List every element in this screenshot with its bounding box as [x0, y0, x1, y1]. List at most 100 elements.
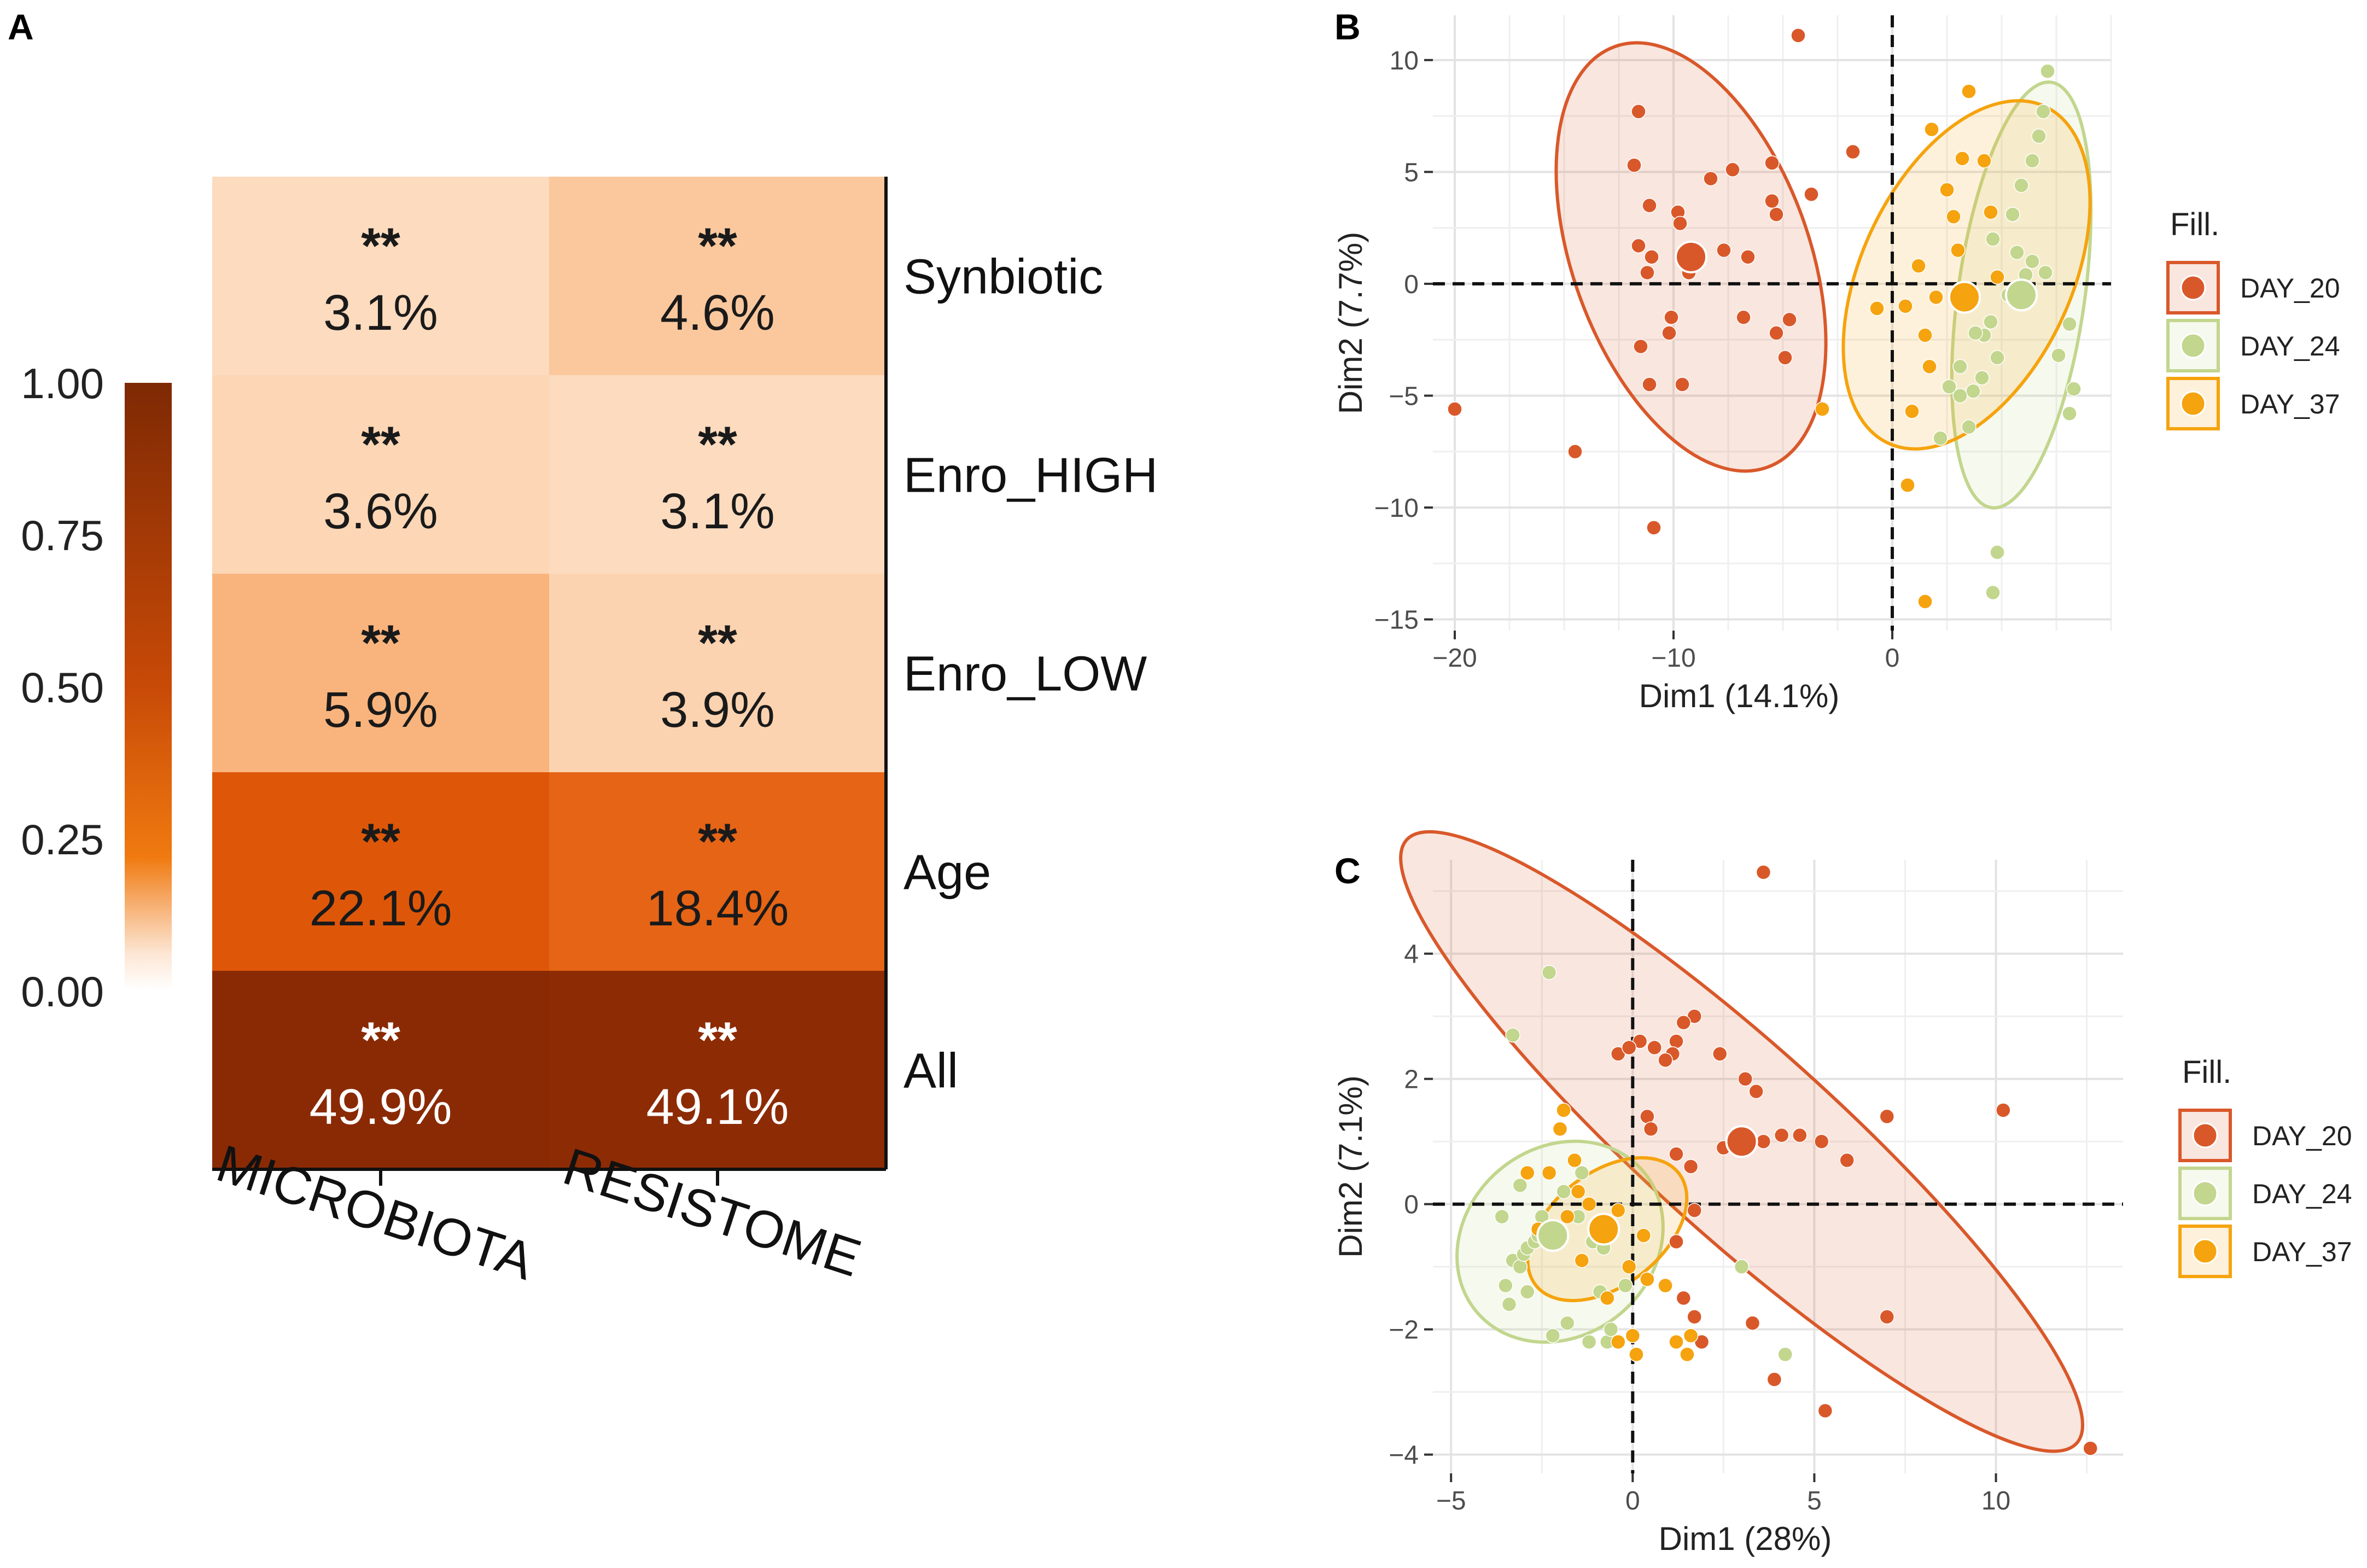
data-point — [1501, 1297, 1517, 1312]
data-point — [1610, 1203, 1626, 1218]
data-point — [1519, 1165, 1535, 1181]
legend-label: DAY_24 — [2252, 1179, 2352, 1209]
pca-plot-c: −5 0 5 10 4 2 0 −2 −4 Dim1 (28%) Dim2 (7.1%) — [1332, 830, 2123, 1557]
data-point — [1952, 359, 1968, 375]
data-point — [1646, 520, 1661, 535]
heatmap-cell — [549, 772, 886, 971]
legend-key-dot — [2192, 1180, 2218, 1206]
y-tick-label: −10 — [1374, 494, 1419, 523]
data-point — [1879, 1309, 1895, 1325]
heatmap-cell — [549, 971, 886, 1169]
heatmap-cell — [212, 574, 549, 772]
significance-label: ** — [698, 1012, 737, 1068]
data-point — [1621, 1259, 1637, 1274]
data-point — [1985, 585, 2001, 601]
data-point — [1631, 104, 1646, 119]
row-label: Enro_HIGH — [903, 448, 1158, 503]
cell-value-label: 18.4% — [646, 881, 789, 936]
data-point — [1933, 430, 1948, 446]
row-label: Age — [903, 846, 991, 900]
data-point — [1574, 1252, 1590, 1268]
centroid-point — [1948, 281, 1981, 314]
data-point — [1869, 301, 1885, 316]
data-point — [1792, 1128, 1808, 1143]
heatmap-cell — [212, 375, 549, 574]
data-point — [1774, 1128, 1789, 1143]
series-day-37 — [1815, 84, 2005, 609]
data-point — [1977, 153, 1992, 168]
y-tick-label: 0 — [1404, 1191, 1419, 1220]
data-point — [2062, 406, 2077, 421]
y-tick-label: −2 — [1389, 1316, 1419, 1345]
legend-key — [2166, 377, 2220, 430]
data-point — [1996, 1103, 2011, 1118]
gridlines — [1433, 15, 2112, 631]
data-point — [1764, 193, 1780, 209]
data-point — [1766, 1372, 1782, 1388]
data-point — [1736, 310, 1751, 325]
data-point — [1629, 1347, 1644, 1362]
data-point — [1581, 1334, 1597, 1350]
data-point — [1817, 1403, 1833, 1419]
legend-label: DAY_20 — [2252, 1121, 2352, 1151]
data-point — [1570, 1184, 1586, 1199]
centroid-point — [1675, 240, 1707, 273]
data-point — [1600, 1290, 1615, 1306]
data-point — [2025, 153, 2040, 168]
data-point — [1625, 1328, 1641, 1343]
legend-key — [2178, 1225, 2232, 1278]
data-point — [1791, 28, 1806, 43]
data-point — [1545, 1328, 1560, 1343]
heatmap-cell — [549, 177, 886, 375]
data-point — [1950, 242, 1966, 258]
cell-value-label: 49.9% — [310, 1079, 452, 1135]
data-point — [2031, 129, 2047, 144]
cell-value-label: 49.1% — [646, 1079, 789, 1135]
data-point — [2014, 178, 2029, 193]
colorbar-tick-label: 0.75 — [21, 511, 104, 559]
series-day-24 — [1933, 63, 2082, 601]
legend-key-dot — [2180, 390, 2206, 417]
y-tick-label: 2 — [1404, 1065, 1419, 1094]
data-point — [1748, 1083, 1764, 1099]
data-point — [1664, 310, 1679, 325]
data-point — [1658, 1278, 1673, 1293]
data-point — [1581, 1196, 1597, 1212]
data-point — [1990, 269, 2005, 285]
data-point — [1621, 1040, 1637, 1056]
data-point — [1640, 1272, 1655, 1287]
legend-label: DAY_37 — [2252, 1237, 2352, 1267]
data-point — [2083, 1441, 2098, 1456]
colorbar-tick-label: 0.25 — [21, 815, 104, 864]
data-point — [1636, 1228, 1651, 1243]
data-point — [1512, 1178, 1528, 1193]
data-point — [1687, 1203, 1702, 1218]
x-tick-label: −10 — [1651, 644, 1695, 673]
data-point — [1939, 182, 1955, 197]
data-point — [2036, 104, 2051, 119]
data-point — [2005, 207, 2020, 222]
data-point — [1494, 1209, 1509, 1225]
data-point — [1734, 1259, 1750, 1274]
data-point — [1839, 1152, 1855, 1168]
data-point — [1961, 84, 1977, 99]
y-tick-label: 4 — [1404, 940, 1419, 969]
colorbar: 0.00 0.25 0.50 0.75 1.00 — [21, 359, 172, 1016]
data-point — [1968, 325, 1983, 341]
data-point — [2066, 381, 2082, 397]
row-label: All — [903, 1044, 958, 1099]
data-point — [1669, 1146, 1684, 1162]
data-point — [1675, 377, 1690, 392]
data-point — [2038, 265, 2053, 281]
cell-value-label: 4.6% — [660, 285, 775, 341]
data-point — [1946, 209, 1961, 224]
data-point — [1610, 1334, 1626, 1350]
cell-value-label: 3.9% — [660, 682, 775, 738]
data-point — [1556, 1103, 1571, 1118]
panel-label-b: B — [1334, 7, 1361, 47]
data-point — [1552, 1121, 1568, 1137]
legend-b: Fill. DAY_20 DAY_24 DAY_37 — [2166, 207, 2340, 430]
data-point — [1782, 312, 1797, 328]
colorbar-tick-label: 0.50 — [21, 663, 104, 712]
